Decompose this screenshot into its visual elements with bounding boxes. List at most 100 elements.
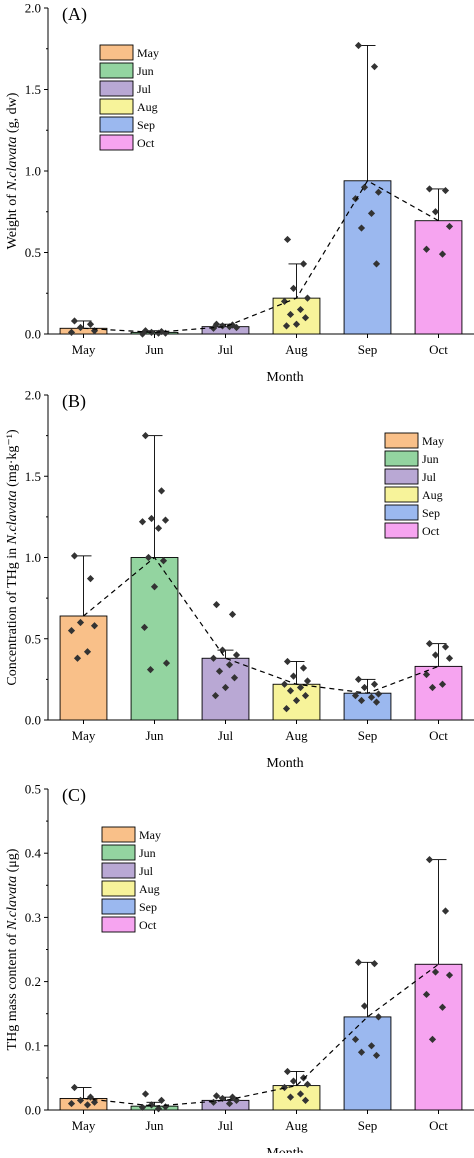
data-point-may [83, 648, 92, 656]
data-point-aug [303, 677, 312, 685]
data-point-aug [286, 1093, 295, 1101]
data-point-may [76, 323, 85, 332]
data-point-sep [367, 209, 376, 217]
bar-jul [201, 326, 250, 335]
data-point-sep [351, 1035, 360, 1043]
legend-swatch-may [99, 44, 134, 61]
data-point-jun [154, 1105, 163, 1113]
data-point-sep [370, 960, 379, 968]
data-point-sep [370, 680, 379, 688]
data-point-jul [212, 320, 221, 328]
legend-swatch-oct [99, 134, 134, 151]
legend-swatch-jul [101, 862, 136, 879]
legend-swatch-jun [99, 62, 134, 79]
data-point-sep [357, 224, 366, 232]
legend-swatch-oct [101, 916, 136, 933]
legend-swatch-jul [99, 80, 134, 97]
legend-label-oct: Oct [137, 136, 155, 150]
x-tick-label: Jun [145, 1118, 164, 1133]
y-axis-label-part: Weight of [5, 191, 20, 250]
data-point-sep [374, 690, 383, 698]
data-point-sep [351, 692, 360, 700]
data-point-oct [431, 208, 440, 216]
y-tick-label: 1.5 [25, 469, 41, 484]
x-tick-label: May [72, 342, 96, 357]
data-point-jun [138, 330, 147, 338]
data-point-jul [209, 324, 218, 332]
trend-line [83, 179, 439, 333]
data-point-may [86, 320, 95, 328]
legend-label-aug: Aug [139, 882, 160, 896]
data-point-aug [296, 683, 305, 692]
y-axis-label-species: N.clavata [5, 137, 20, 192]
data-point-aug [292, 320, 301, 328]
data-point-oct [422, 670, 431, 679]
x-tick-label: Jul [218, 342, 234, 357]
bar-oct [414, 963, 463, 1111]
data-point-aug [280, 297, 289, 305]
data-point-oct [445, 654, 454, 662]
data-point-may [67, 328, 76, 336]
data-point-aug [303, 1080, 312, 1088]
y-tick-label: 1.5 [25, 82, 41, 97]
y-axis-label: Concentration of THg in N.clavata (mg·kg… [5, 429, 20, 686]
data-point-aug [296, 1090, 305, 1098]
data-point-aug [289, 1077, 298, 1085]
data-point-may [76, 618, 85, 627]
data-point-jun [150, 583, 159, 591]
y-axis-label-unit: (mg·kg⁻¹) [5, 429, 20, 490]
bar-sep [343, 180, 392, 335]
data-point-oct [441, 907, 450, 915]
x-tick-label: May [72, 728, 96, 743]
y-axis-label-unit: (g, dw) [5, 92, 20, 136]
legend-label-sep: Sep [137, 118, 155, 132]
legend-swatch-sep [101, 898, 136, 915]
legend-label-jul: Jul [422, 470, 437, 484]
legend-swatch-jun [384, 450, 419, 467]
data-point-aug [282, 322, 291, 330]
x-tick-label: Oct [429, 1118, 448, 1133]
data-point-aug [301, 692, 310, 700]
data-point-jul [209, 1098, 218, 1106]
data-point-sep [372, 1051, 381, 1060]
data-point-oct [441, 186, 450, 195]
data-point-sep [354, 958, 363, 966]
data-point-sep [354, 675, 363, 683]
data-point-oct [445, 971, 454, 979]
legend-label-jul: Jul [139, 864, 154, 878]
data-point-jul [228, 321, 237, 329]
data-point-jul [230, 674, 239, 682]
data-point-aug [283, 235, 292, 244]
x-tick-label: Sep [358, 728, 378, 743]
legend-swatch-jul [384, 468, 419, 485]
legend-swatch-may [384, 432, 419, 449]
data-point-jun [141, 1090, 150, 1098]
legend-swatch-aug [384, 486, 419, 503]
data-point-sep [372, 260, 381, 268]
data-point-may [86, 575, 95, 583]
data-point-aug [286, 687, 295, 695]
data-point-sep [360, 1002, 369, 1010]
data-point-sep [370, 63, 379, 71]
data-point-jul [232, 651, 241, 659]
data-point-oct [438, 1003, 447, 1011]
data-point-oct [431, 651, 440, 659]
x-tick-label: Jun [145, 342, 164, 357]
data-point-aug [283, 657, 292, 666]
bar-jun [130, 557, 179, 721]
chart-panel-1: 0.0 0.5 1.0 1.5 2.0 May Jun Jul Aug Sep Oct Month We… [5, 1, 474, 385]
y-axis-label-unit: (μg) [5, 848, 20, 876]
chart-panel-2: 0.0 0.5 1.0 1.5 2.0 May Jun Jul Aug Sep Oct Month Co… [5, 388, 474, 771]
legend-label-sep: Sep [139, 900, 157, 914]
data-point-jul [221, 683, 230, 692]
bar-may [59, 615, 108, 721]
legend-label-sep: Sep [422, 506, 440, 520]
data-point-aug [282, 705, 291, 713]
y-tick-label: 0.5 [25, 631, 41, 646]
data-point-jun [157, 487, 166, 495]
data-point-jul [232, 323, 241, 332]
legend-swatch-may [101, 826, 136, 843]
data-point-may [67, 1099, 76, 1108]
data-point-jun [138, 1103, 147, 1112]
